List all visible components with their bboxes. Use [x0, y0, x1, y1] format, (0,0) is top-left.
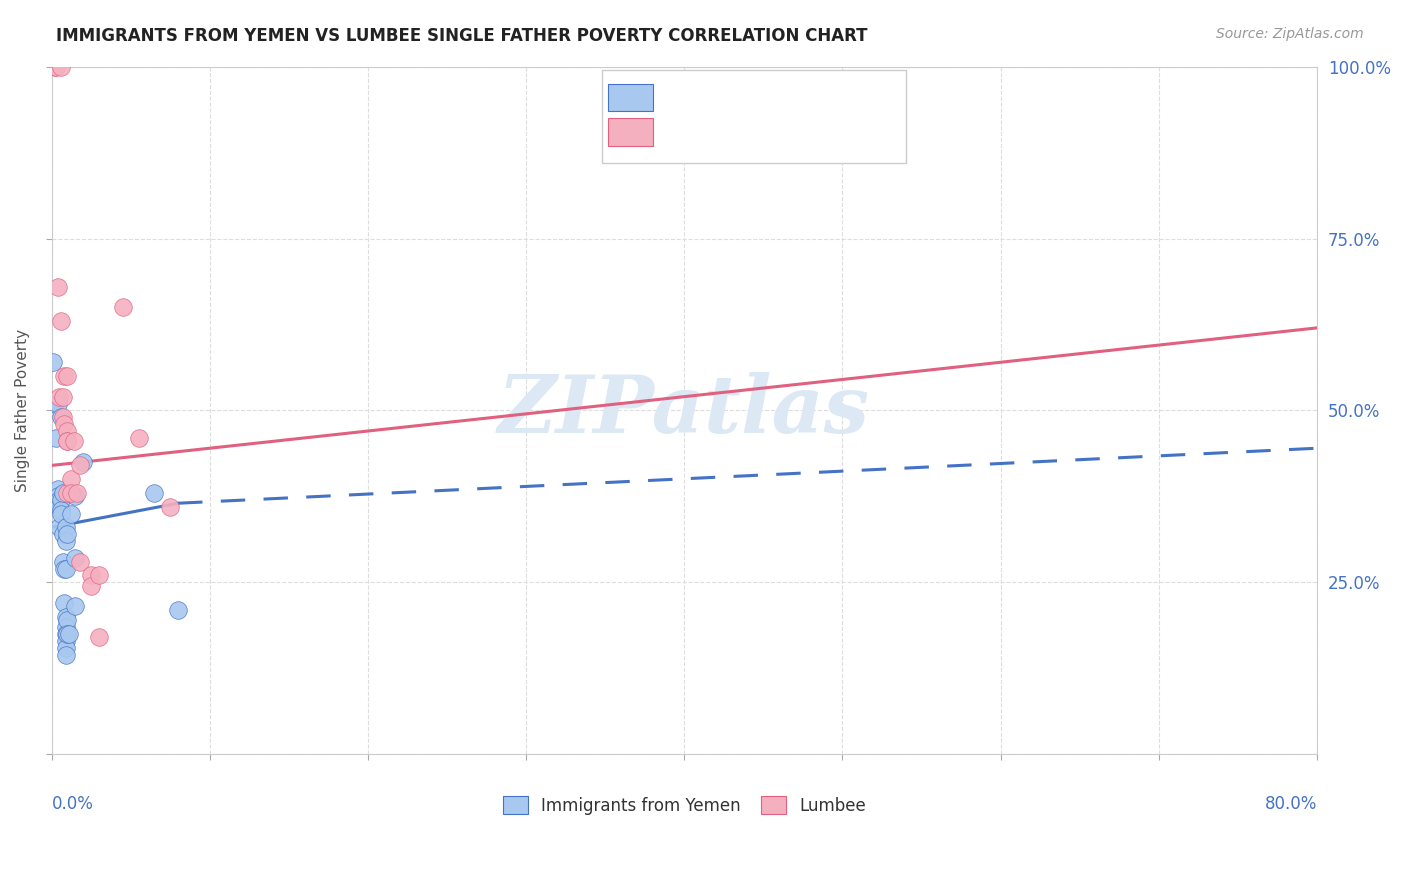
Point: [55, 627, 77, 641]
Point: [44, 396, 66, 410]
Point: [55, 520, 77, 534]
Point: [45, 431, 67, 445]
Point: [44, 60, 66, 74]
Point: [66, 486, 89, 500]
Point: [167, 603, 190, 617]
Point: [55, 534, 77, 549]
Point: [49, 503, 72, 517]
Point: [72, 455, 94, 469]
Point: [46, 483, 69, 497]
Point: [55, 561, 77, 575]
Text: ZIPatlas: ZIPatlas: [498, 372, 870, 450]
Point: [55, 609, 77, 624]
Text: N = 38: N = 38: [773, 88, 841, 106]
Text: R = 0.184: R = 0.184: [665, 123, 755, 141]
Point: [53, 561, 76, 575]
Point: [56, 434, 79, 449]
Y-axis label: Single Father Poverty: Single Father Poverty: [15, 329, 30, 492]
Point: [52, 486, 75, 500]
Point: [56, 486, 79, 500]
Point: [46, 396, 69, 410]
Point: [52, 527, 75, 541]
Point: [55, 648, 77, 662]
Point: [56, 434, 79, 449]
Point: [80, 568, 103, 582]
Point: [48, 390, 70, 404]
Point: [46, 489, 69, 503]
Point: [52, 390, 75, 404]
Point: [59, 486, 82, 500]
Text: 80.0%: 80.0%: [1264, 796, 1317, 814]
Text: R = 0.071: R = 0.071: [665, 88, 755, 106]
Point: [69, 555, 91, 569]
Point: [56, 613, 79, 627]
Point: [159, 500, 181, 514]
Point: [53, 596, 76, 610]
Point: [48, 492, 70, 507]
Point: [52, 410, 75, 425]
Point: [80, 579, 103, 593]
Point: [143, 486, 166, 500]
Point: [87, 630, 110, 644]
Point: [53, 369, 76, 384]
Point: [56, 424, 79, 438]
Point: [111, 300, 134, 314]
Point: [65, 599, 87, 614]
Point: [49, 60, 72, 74]
Text: 0.0%: 0.0%: [52, 796, 93, 814]
Point: [48, 500, 70, 514]
Point: [56, 527, 79, 541]
Legend: Immigrants from Yemen, Lumbee: Immigrants from Yemen, Lumbee: [503, 797, 866, 814]
Point: [49, 507, 72, 521]
Point: [58, 627, 80, 641]
Point: [45, 60, 67, 74]
Point: [55, 633, 77, 648]
Point: [48, 520, 70, 534]
Point: [55, 640, 77, 655]
Text: Source: ZipAtlas.com: Source: ZipAtlas.com: [1216, 27, 1364, 41]
Point: [128, 431, 150, 445]
Point: [55, 620, 77, 634]
FancyBboxPatch shape: [609, 118, 652, 145]
FancyBboxPatch shape: [602, 70, 905, 163]
Point: [56, 627, 79, 641]
Text: N = 28: N = 28: [773, 123, 841, 141]
Point: [69, 458, 91, 473]
Point: [49, 314, 72, 328]
Point: [56, 369, 79, 384]
Text: IMMIGRANTS FROM YEMEN VS LUMBEE SINGLE FATHER POVERTY CORRELATION CHART: IMMIGRANTS FROM YEMEN VS LUMBEE SINGLE F…: [56, 27, 868, 45]
Point: [46, 279, 69, 293]
Point: [42, 355, 65, 369]
Point: [65, 551, 87, 566]
Point: [59, 507, 82, 521]
Point: [59, 472, 82, 486]
Point: [53, 417, 76, 432]
Point: [52, 555, 75, 569]
Point: [49, 410, 72, 425]
Point: [49, 492, 72, 507]
Point: [87, 568, 110, 582]
FancyBboxPatch shape: [609, 84, 652, 112]
Point: [65, 489, 87, 503]
Point: [62, 434, 84, 449]
